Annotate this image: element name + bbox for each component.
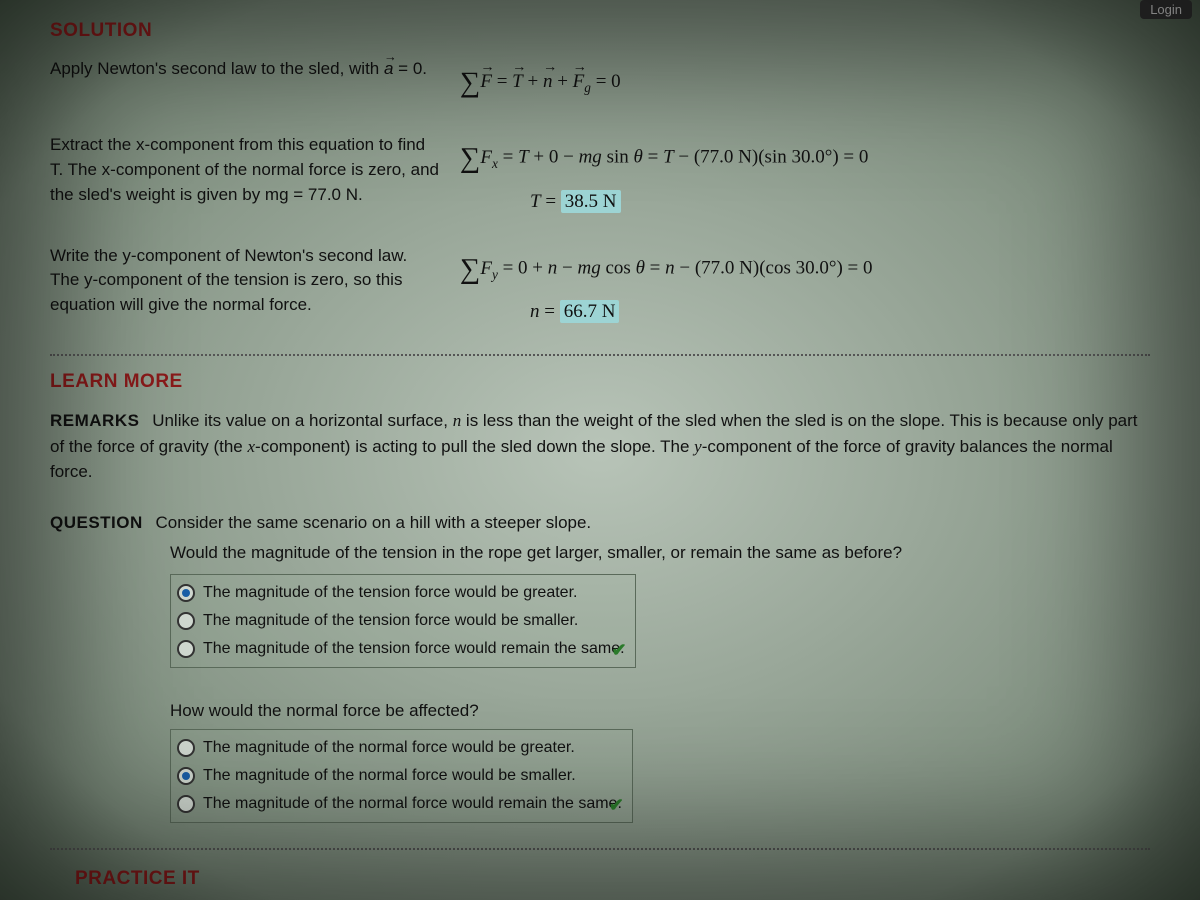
remarks-block: REMARKS Unlike its value on a horizontal… xyxy=(50,408,1150,485)
option-label: The magnitude of the normal force would … xyxy=(203,736,575,760)
question1-text: Would the magnitude of the tension in th… xyxy=(170,540,1150,566)
step1-equation: ∑F = T + n + Fg = 0 xyxy=(460,57,1150,108)
divider xyxy=(50,354,1150,356)
step3-equation: ∑Fy = 0 + n − mg cos θ = n − (77.0 N)(co… xyxy=(460,244,1150,329)
radio-button[interactable] xyxy=(177,640,195,658)
login-button[interactable]: Login xyxy=(1140,0,1192,19)
remarks-label: REMARKS xyxy=(50,411,139,430)
question1-options: The magnitude of the tension force would… xyxy=(170,574,636,668)
question-block: QUESTION Consider the same scenario on a… xyxy=(50,510,1150,824)
option-row[interactable]: The magnitude of the tension force would… xyxy=(175,579,627,607)
solution-header: SOLUTION xyxy=(50,20,1150,42)
learn-more-header: LEARN MORE xyxy=(50,371,1150,393)
normal-answer: 66.7 N xyxy=(560,300,620,323)
step2-equation: ∑Fx = T + 0 − mg sin θ = T − (77.0 N)(si… xyxy=(460,133,1150,218)
step2-description: Extract the x-component from this equati… xyxy=(50,133,460,207)
divider-2 xyxy=(50,848,1150,850)
option-label: The magnitude of the tension force would… xyxy=(203,637,625,661)
tension-answer: 38.5 N xyxy=(561,190,621,213)
radio-button[interactable] xyxy=(177,767,195,785)
check-icon: ✔ xyxy=(609,792,624,819)
option-label: The magnitude of the normal force would … xyxy=(203,764,576,788)
option-label: The magnitude of the normal force would … xyxy=(203,792,622,816)
radio-button[interactable] xyxy=(177,795,195,813)
step2-row: Extract the x-component from this equati… xyxy=(50,133,1150,218)
option-row[interactable]: The magnitude of the normal force would … xyxy=(175,762,624,790)
practice-header: PRACTICE IT xyxy=(75,868,200,890)
option-row[interactable]: The magnitude of the normal force would … xyxy=(175,734,624,762)
question-label: QUESTION xyxy=(50,513,143,532)
step1-description: Apply Newton's second law to the sled, w… xyxy=(50,57,460,82)
question-intro: Consider the same scenario on a hill wit… xyxy=(156,513,592,532)
radio-button[interactable] xyxy=(177,612,195,630)
step3-row: Write the y-component of Newton's second… xyxy=(50,244,1150,329)
question2-options: The magnitude of the normal force would … xyxy=(170,729,633,823)
step1-row: Apply Newton's second law to the sled, w… xyxy=(50,57,1150,108)
radio-button[interactable] xyxy=(177,584,195,602)
radio-button[interactable] xyxy=(177,739,195,757)
check-icon: ✔ xyxy=(611,637,626,664)
question2-text: How would the normal force be affected? xyxy=(170,698,1150,724)
option-label: The magnitude of the tension force would… xyxy=(203,609,578,633)
option-row[interactable]: The magnitude of the tension force would… xyxy=(175,607,627,635)
option-label: The magnitude of the tension force would… xyxy=(203,581,577,605)
step3-description: Write the y-component of Newton's second… xyxy=(50,244,460,318)
option-row[interactable]: The magnitude of the normal force would … xyxy=(175,790,624,818)
option-row[interactable]: The magnitude of the tension force would… xyxy=(175,635,627,663)
main-content: SOLUTION Apply Newton's second law to th… xyxy=(0,0,1200,850)
